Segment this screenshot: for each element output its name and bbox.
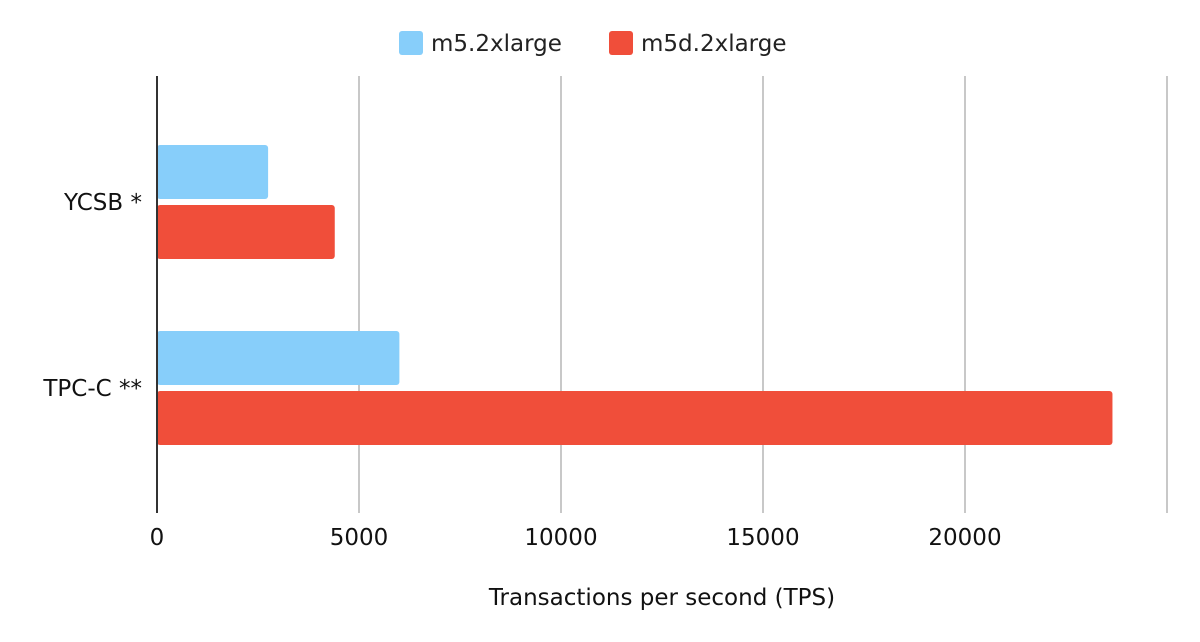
legend-swatch <box>609 31 633 55</box>
legend-swatch <box>399 31 423 55</box>
x-axis-title: Transactions per second (TPS) <box>488 585 835 611</box>
x-tick-label: 0 <box>150 525 165 551</box>
bars <box>157 145 1113 445</box>
bar-m5.2xlarge-1 <box>157 331 400 385</box>
bar-m5.2xlarge-0 <box>157 145 269 199</box>
legend-label: m5.2xlarge <box>431 31 562 57</box>
y-tick-label: TPC-C ** <box>42 376 142 402</box>
y-axis-tick-labels: YCSB * TPC-C ** <box>42 190 142 402</box>
grid-lines <box>358 76 1168 513</box>
x-tick-label: 5000 <box>330 525 389 551</box>
legend-label: m5d.2xlarge <box>641 31 786 57</box>
bar-m5d.2xlarge-0 <box>157 205 335 259</box>
x-tick-label: 20000 <box>928 525 1001 551</box>
x-tick-label: 10000 <box>524 525 597 551</box>
y-tick-label: YCSB * <box>63 190 142 216</box>
bar-m5d.2xlarge-1 <box>157 391 1113 445</box>
legend: m5.2xlarge m5d.2xlarge <box>399 31 786 57</box>
x-tick-label: 15000 <box>726 525 799 551</box>
x-axis-tick-labels: 0 5000 10000 15000 20000 <box>150 525 1002 551</box>
